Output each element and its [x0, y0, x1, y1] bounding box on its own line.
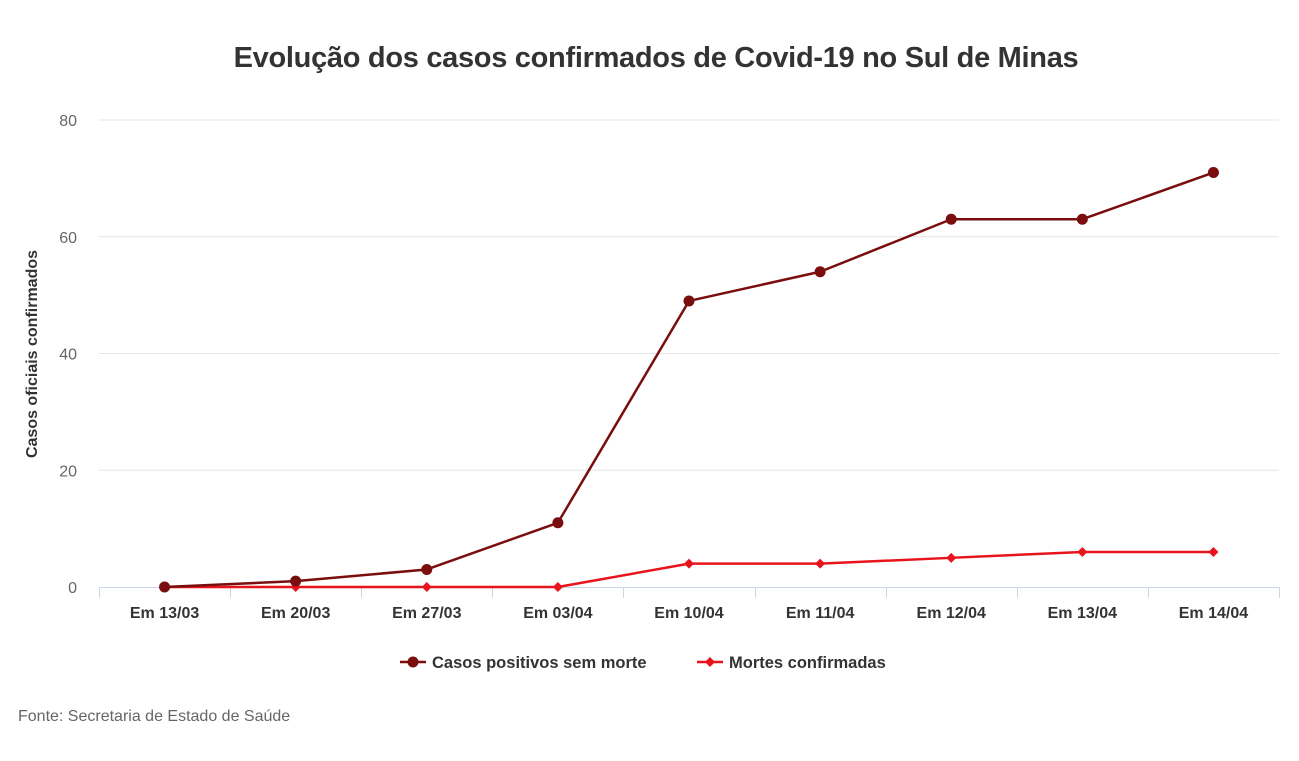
- legend-label: Mortes confirmadas: [729, 654, 886, 672]
- series-mortes-confirmadas: [159, 546, 1219, 592]
- data-point[interactable]: [1208, 546, 1219, 557]
- gridlines: [99, 119, 1279, 471]
- x-tick-label: Em 20/03: [261, 605, 330, 622]
- series-line: [163, 550, 1215, 589]
- x-tick-label: Em 13/04: [1048, 605, 1117, 622]
- legend-item[interactable]: Mortes confirmadas: [697, 654, 886, 672]
- x-tick-label: Em 11/04: [786, 605, 855, 622]
- y-tick-label: 40: [59, 347, 77, 364]
- x-tick-label: Em 03/04: [523, 605, 592, 622]
- data-point[interactable]: [1076, 213, 1088, 225]
- legend-marker[interactable]: [407, 656, 419, 668]
- data-point[interactable]: [945, 213, 957, 225]
- legend-item[interactable]: Casos positivos sem morte: [400, 654, 647, 672]
- chart-title: Evolução dos casos confirmados de Covid-…: [233, 42, 1079, 74]
- data-point[interactable]: [159, 581, 171, 593]
- data-point[interactable]: [290, 575, 302, 587]
- data-point[interactable]: [946, 552, 957, 563]
- data-point[interactable]: [815, 558, 826, 569]
- x-tick-label: Em 10/04: [654, 605, 723, 622]
- x-tick-label: Em 27/03: [392, 605, 461, 622]
- data-point[interactable]: [552, 517, 564, 529]
- series: [159, 167, 1219, 593]
- data-point[interactable]: [1077, 546, 1088, 557]
- y-tick-label: 60: [59, 230, 77, 247]
- y-axis: 0 20 40 60 80: [59, 113, 77, 597]
- data-point[interactable]: [421, 563, 433, 575]
- x-axis-labels: Em 13/03 Em 20/03 Em 27/03 Em 03/04 Em 10/04…: [130, 605, 1248, 622]
- x-axis: [99, 587, 1280, 598]
- y-tick-label: 20: [59, 463, 77, 480]
- legend-marker[interactable]: [705, 657, 715, 667]
- legend[interactable]: Casos positivos sem morte Mortes confirma…: [400, 654, 886, 672]
- x-tick-label: Em 13/03: [130, 605, 199, 622]
- data-point[interactable]: [814, 266, 826, 278]
- y-tick-label: 0: [68, 580, 77, 597]
- data-point[interactable]: [1207, 167, 1219, 179]
- source-note: Fonte: Secretaria de Estado de Saúde: [18, 708, 291, 725]
- data-point[interactable]: [552, 582, 563, 592]
- data-point[interactable]: [421, 582, 432, 592]
- x-tick-label: Em 14/04: [1179, 605, 1248, 622]
- x-tick-label: Em 12/04: [917, 605, 986, 622]
- data-point[interactable]: [684, 558, 694, 569]
- y-tick-label: 80: [59, 113, 77, 130]
- series-casos-positivos: [159, 167, 1219, 593]
- legend-label: Casos positivos sem morte: [432, 654, 647, 672]
- series-line: [163, 171, 1215, 589]
- data-point[interactable]: [683, 295, 695, 307]
